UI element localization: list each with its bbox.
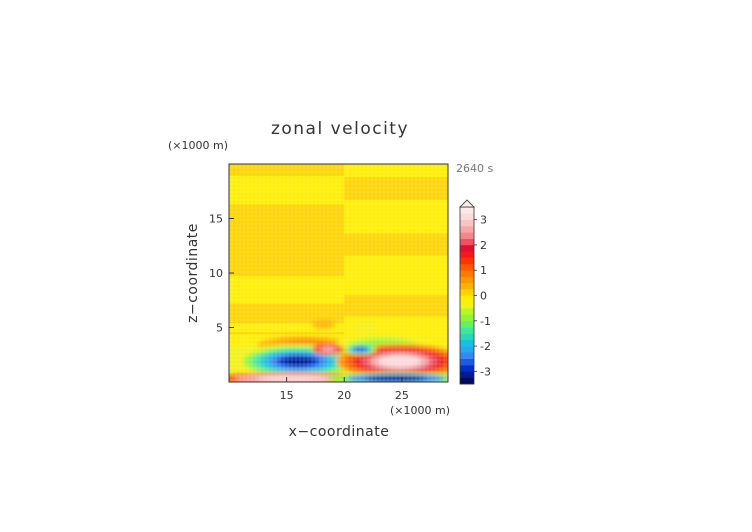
colorbar-swatch [460,244,474,252]
colorbar-swatch [460,289,474,296]
colorbar-swatch [460,257,474,265]
colorbar-swatch [460,339,474,347]
y-tick-label: 10 [209,267,223,280]
colorbar-swatch [460,358,474,366]
colorbar-swatch [460,377,474,385]
colorbar-extend-arrow [459,199,475,208]
y-tick-label: 5 [216,322,223,335]
colorbar-swatch [460,276,474,284]
colorbar-swatch [460,270,474,277]
colorbar-tick-label: 2 [480,239,487,252]
x-axis-ticks: 15 20 25 [280,377,409,402]
x-tick-label: 25 [395,389,409,402]
colorbar-swatch [460,232,474,239]
colorbar-swatch [460,320,474,328]
x-tick-label: 15 [280,389,294,402]
colorbar-swatch [460,371,474,378]
colorbar-swatch [460,251,474,258]
time-label: 2640 s [456,162,493,175]
colorbar-swatch [460,308,474,315]
colorbar-tick-label: -1 [480,315,491,328]
colorbar-tick-label: -3 [480,365,491,378]
plot-area [229,164,448,382]
colorbar-tick-label: 1 [480,264,487,277]
colorbar-swatch [460,314,474,322]
colorbar-tick-label: 3 [480,214,487,227]
colorbar-swatch [460,295,474,303]
colorbar-swatch [460,333,474,341]
colorbar-swatch [460,225,474,233]
x-axis-label: x−coordinate [289,424,390,440]
colorbar-swatch [460,282,474,290]
colorbar-swatch [460,207,474,214]
colorbar-tick-label: 0 [480,290,487,303]
y-unit-label: (×1000 m) [168,139,228,152]
colorbar-swatch [460,346,474,353]
colorbar-swatch [460,263,474,271]
colorbar-swatch [460,213,474,220]
colorbar-swatch [460,219,474,227]
y-axis-label: z−coordinate [185,223,201,323]
grid-overlay [229,164,448,382]
x-tick-label: 20 [337,389,351,402]
chart-title: zonal velocity [271,119,409,139]
y-axis-ticks: 5 10 15 [209,213,234,335]
colorbar-swatch [460,238,474,246]
y-tick-label: 15 [209,213,223,226]
colorbar-swatch [460,327,474,334]
colorbar: -3 -2 -1 0 1 2 3 [459,199,491,385]
x-unit-label: (×1000 m) [390,404,450,417]
colorbar-tick-label: -2 [480,340,491,353]
colorbar-swatch [460,301,474,309]
colorbar-swatch [460,352,474,360]
colorbar-swatch [460,365,474,372]
